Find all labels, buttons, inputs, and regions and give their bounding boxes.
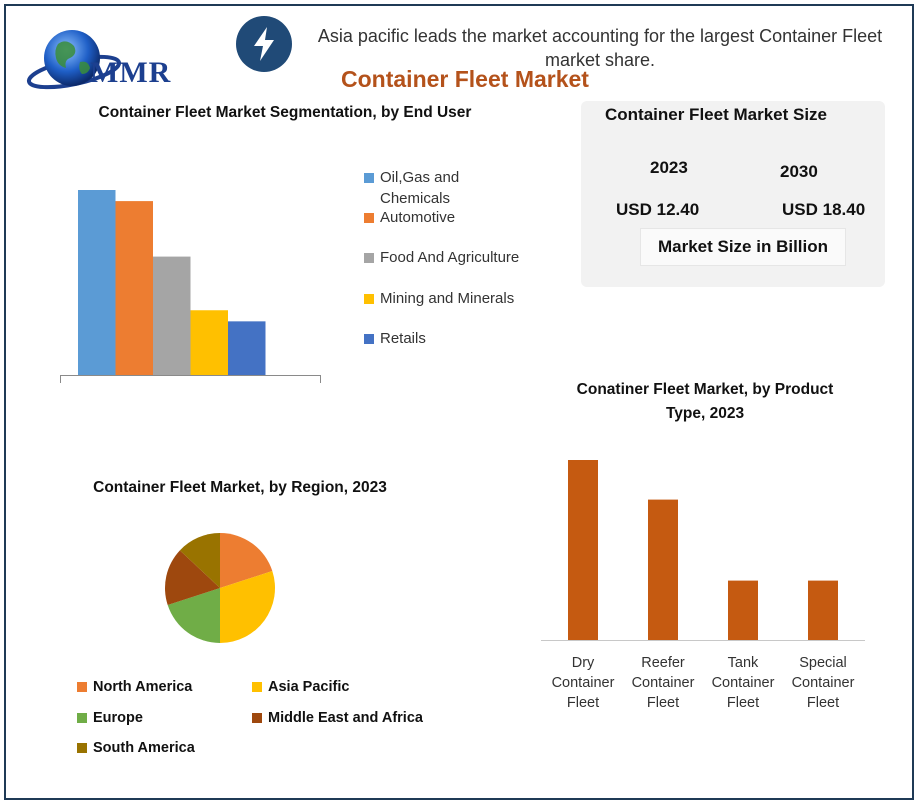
- infographic-frame: [4, 4, 914, 800]
- label-line: Fleet: [646, 695, 680, 711]
- legend-label: Europe: [93, 710, 143, 726]
- end-user-bar: [153, 256, 191, 375]
- headline-text: Asia pacific leads the market accounting…: [317, 26, 883, 70]
- legend-label: Automotive: [380, 209, 456, 226]
- legend-swatch: [77, 743, 87, 753]
- pie-slice: [220, 533, 273, 588]
- year-2023-label: 2023: [650, 158, 688, 177]
- legend-label: Mining and Minerals: [380, 290, 515, 307]
- legend-swatch: [77, 713, 87, 723]
- year-2030-label: 2030: [780, 162, 818, 181]
- legend-label: Asia Pacific: [268, 679, 350, 695]
- market-size-title: Container Fleet Market Size: [605, 105, 828, 124]
- region-pie-chart: [165, 533, 275, 643]
- legend-item: Retails: [364, 328, 524, 352]
- legend-swatch: [364, 253, 374, 263]
- label-line: Tank: [727, 655, 759, 671]
- legend-item: South America: [77, 740, 195, 756]
- end-user-bar: [228, 321, 266, 375]
- label-line: Fleet: [726, 695, 760, 711]
- legend-item: Automotive: [364, 207, 524, 247]
- product-bar: [808, 580, 838, 640]
- legend-swatch: [77, 682, 87, 692]
- label-line: Dry: [571, 655, 595, 671]
- globe-icon: [26, 30, 122, 90]
- legend-item: Middle East and Africa: [252, 710, 423, 726]
- product-bar: [568, 460, 598, 640]
- label-line: Container: [551, 675, 615, 691]
- end-user-bar: [190, 310, 228, 375]
- legend-item: North America: [77, 679, 192, 695]
- label-line: Fleet: [566, 695, 600, 711]
- value-2023: USD 12.40: [616, 200, 700, 219]
- legend-swatch: [364, 294, 374, 304]
- label-line: Container: [791, 675, 855, 691]
- end-user-bar-chart: [60, 190, 321, 383]
- pie-slice: [179, 533, 220, 588]
- product-category-label: Tank Container Fleet: [703, 653, 783, 713]
- product-category-label: Dry Container Fleet: [543, 653, 623, 713]
- pie-slice: [167, 588, 220, 643]
- mmr-logo: MMR: [24, 22, 194, 98]
- legend-label: South America: [93, 740, 195, 756]
- end-user-bar: [78, 190, 116, 375]
- legend-label: Middle East and Africa: [268, 710, 423, 726]
- logo-text: MMR: [90, 56, 172, 89]
- legend-label: Retails: [380, 330, 426, 347]
- legend-swatch: [252, 682, 262, 692]
- legend-swatch: [364, 173, 374, 183]
- product-type-bar-chart: [541, 460, 865, 641]
- legend-item: Food And Agriculture: [364, 247, 524, 288]
- end-user-chart-title: Container Fleet Market Segmentation, by …: [98, 104, 472, 121]
- label-line: Reefer: [641, 655, 685, 671]
- end-user-legend: Oil,Gas and Chemicals Automotive Food An…: [364, 167, 524, 352]
- product-category-label: Special Container Fleet: [783, 653, 863, 713]
- label-line: Container: [711, 675, 775, 691]
- region-chart-title: Container Fleet Market, by Region, 2023: [93, 479, 387, 496]
- page-title: Container Fleet Market: [341, 66, 589, 92]
- product-category-label: Reefer Container Fleet: [623, 653, 703, 713]
- value-2030: USD 18.40: [782, 200, 866, 219]
- product-chart-title: Conatiner Fleet Market, by Product Type,…: [576, 381, 834, 422]
- legend-label: Food And Agriculture: [380, 249, 520, 266]
- end-user-bar: [115, 201, 153, 375]
- legend-swatch: [252, 713, 262, 723]
- label-line: Container: [631, 675, 695, 691]
- product-bar: [648, 499, 678, 640]
- pie-slice: [220, 571, 275, 643]
- legend-label: Oil,Gas and Chemicals: [380, 169, 460, 207]
- label-line: Special: [799, 655, 847, 671]
- product-bar: [728, 580, 758, 640]
- legend-item: Europe: [77, 710, 143, 726]
- legend-item: Mining and Minerals: [364, 288, 524, 328]
- legend-swatch: [364, 334, 374, 344]
- label-line: Fleet: [806, 695, 840, 711]
- market-size-unit: Market Size in Billion: [640, 228, 846, 266]
- lightning-bolt-icon: [236, 16, 292, 72]
- legend-item: Oil,Gas and Chemicals: [364, 167, 524, 207]
- legend-label: North America: [93, 679, 193, 695]
- legend-swatch: [364, 213, 374, 223]
- pie-slice: [165, 550, 220, 605]
- legend-item: Asia Pacific: [252, 679, 349, 695]
